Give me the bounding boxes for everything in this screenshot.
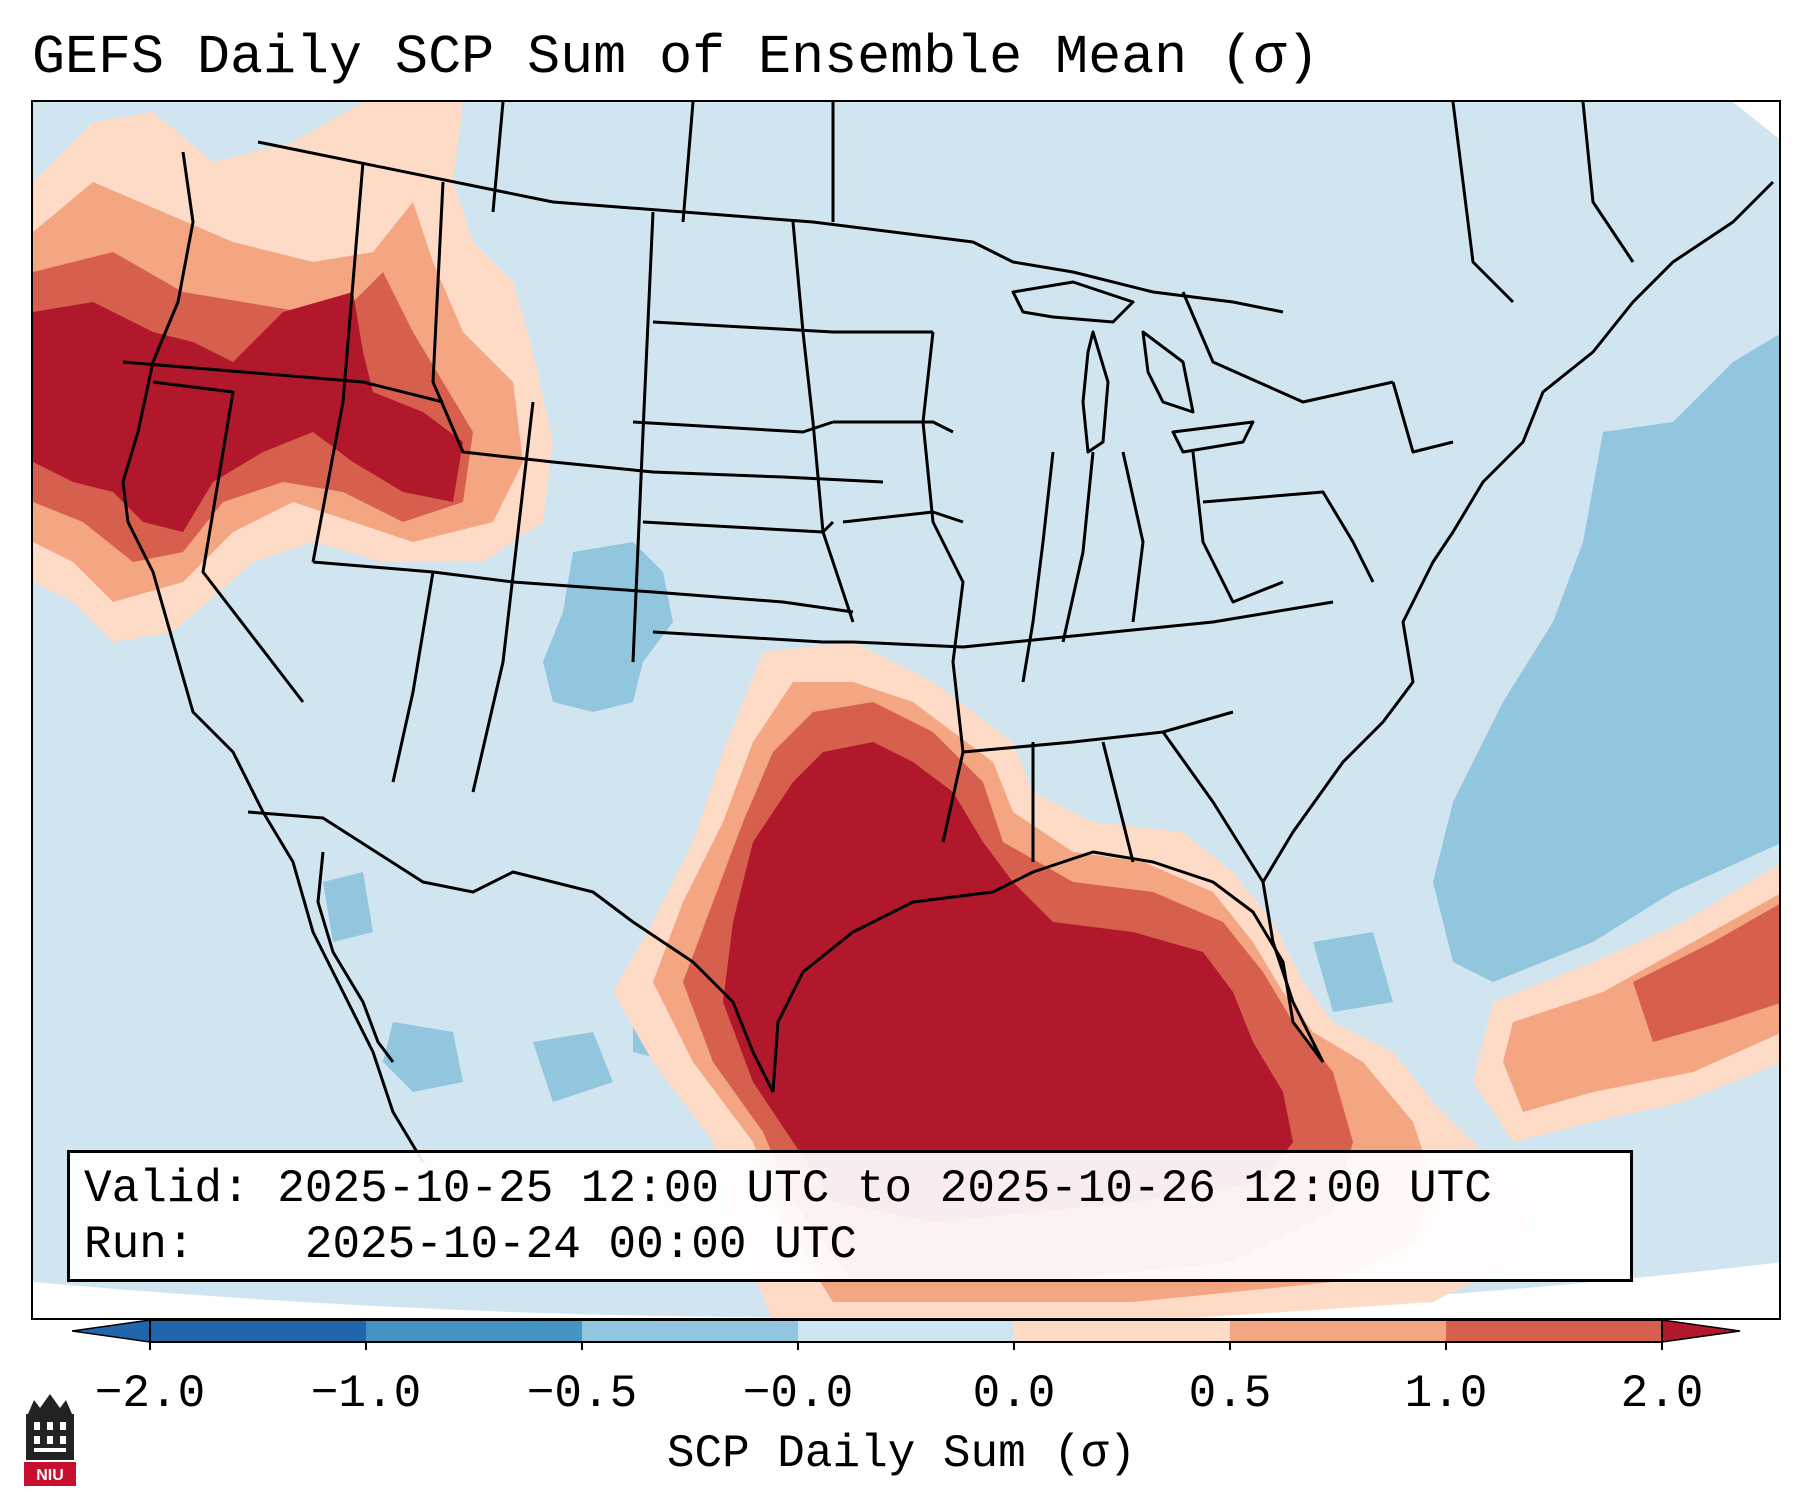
canada-border bbox=[257, 140, 1284, 314]
niu-logo-icon: NIU bbox=[24, 1394, 76, 1486]
baja-coastline bbox=[316, 851, 395, 1063]
west-coastline bbox=[121, 151, 425, 1163]
valid-value: 2025-10-25 12:00 UTC to 2025-10-26 12:00… bbox=[277, 1163, 1492, 1215]
colorbar-tick: 0.5 bbox=[1188, 1368, 1272, 1420]
colorbar-tick: −0.5 bbox=[526, 1368, 638, 1420]
pnw-high-positive bbox=[33, 292, 463, 532]
colorbar-segment-2 bbox=[366, 1320, 582, 1342]
lake-michigan bbox=[1081, 330, 1110, 454]
colorbar-tick: 2.0 bbox=[1620, 1368, 1704, 1420]
rockies-negative-region bbox=[543, 542, 673, 712]
run-value: 2025-10-24 00:00 UTC bbox=[304, 1219, 857, 1271]
run-label: Run: bbox=[84, 1219, 195, 1271]
boundaries bbox=[121, 102, 1775, 1163]
valid-label: Valid: bbox=[84, 1163, 250, 1215]
colorbar-extend-high bbox=[1661, 1320, 1741, 1343]
lake-huron bbox=[1141, 330, 1195, 414]
colorbar-tick: −0.0 bbox=[742, 1368, 854, 1420]
atlantic-strong-positive bbox=[1633, 904, 1779, 1042]
lake-erie bbox=[1171, 420, 1255, 454]
map-svg bbox=[33, 102, 1779, 1318]
valid-run-info-box: Valid: 2025-10-25 12:00 UTC to 2025-10-2… bbox=[67, 1150, 1633, 1282]
mexico-border bbox=[247, 810, 775, 1093]
colorbar-segment-1 bbox=[150, 1320, 366, 1342]
colorbar-extend-low bbox=[72, 1320, 151, 1343]
colorbar-label: SCP Daily Sum (σ) bbox=[666, 1428, 1137, 1480]
map-panel bbox=[31, 100, 1781, 1320]
colorbar-tick: −1.0 bbox=[310, 1368, 422, 1420]
colorbar-segment-7 bbox=[1446, 1320, 1662, 1342]
atlantic-negative-region bbox=[1433, 334, 1779, 982]
colorbar-tick: 1.0 bbox=[1404, 1368, 1488, 1420]
gulf-high-positive bbox=[723, 742, 1293, 1222]
colorbar bbox=[72, 1320, 1741, 1350]
logo-text: NIU bbox=[36, 1467, 64, 1484]
colorbar-segment-6 bbox=[1230, 1320, 1446, 1342]
colorbar-tick: 0.0 bbox=[972, 1368, 1056, 1420]
lake-superior bbox=[1011, 280, 1135, 324]
colorbar-segment-3 bbox=[582, 1320, 798, 1342]
colorbar-segment-4 bbox=[798, 1320, 1014, 1342]
chart-title: GEFS Daily SCP Sum of Ensemble Mean (σ) bbox=[32, 26, 1320, 89]
colorbar-segment-5 bbox=[1014, 1320, 1230, 1342]
colorbar-tick: −2.0 bbox=[94, 1368, 206, 1420]
